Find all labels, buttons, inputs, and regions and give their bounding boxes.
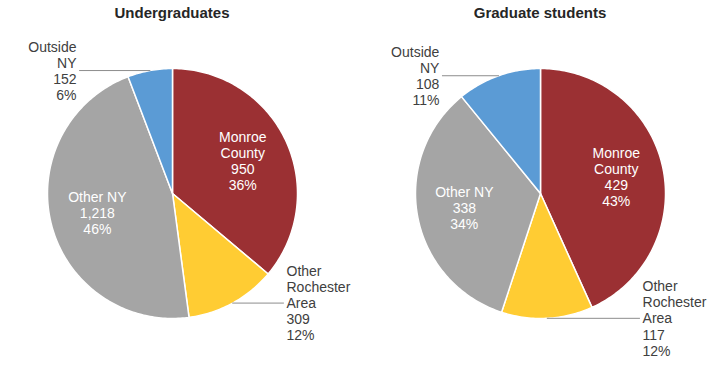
svg-text:MonroeCounty95036%: MonroeCounty95036%: [219, 129, 267, 193]
html-text:Graduate students: Graduate students: [473, 4, 607, 21]
html-text:Undergraduates: Undergraduates: [114, 4, 230, 21]
svg-text:OutsideNY1526%: OutsideNY1526%: [28, 39, 77, 103]
svg-text:MonroeCounty42943%: MonroeCounty42943%: [593, 145, 641, 209]
svg-text:OutsideNY10811%: OutsideNY10811%: [391, 44, 440, 108]
svg-text:Other NY1,21846%: Other NY1,21846%: [68, 189, 127, 237]
svg-text:OtherRochesterArea11712%: OtherRochesterArea11712%: [643, 278, 707, 358]
svg-text:OtherRochesterArea30912%: OtherRochesterArea30912%: [287, 263, 351, 343]
svg-text:Other NY33834%: Other NY33834%: [435, 184, 494, 232]
